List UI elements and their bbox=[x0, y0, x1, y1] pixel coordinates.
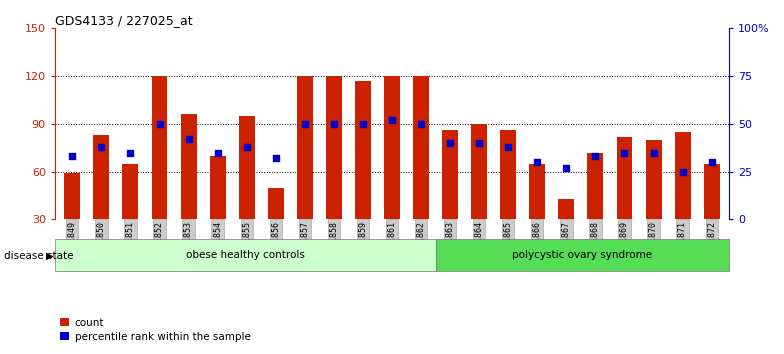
Point bbox=[677, 169, 689, 175]
Bar bbox=[326, 76, 342, 219]
Legend: count, percentile rank within the sample: count, percentile rank within the sample bbox=[60, 318, 251, 342]
Bar bbox=[355, 81, 371, 219]
Point bbox=[619, 150, 631, 155]
Point bbox=[502, 144, 514, 150]
Text: obese healthy controls: obese healthy controls bbox=[186, 250, 305, 260]
Point bbox=[328, 121, 340, 127]
Point bbox=[560, 165, 572, 171]
Bar bbox=[384, 76, 400, 219]
Point bbox=[270, 155, 282, 161]
Bar bbox=[209, 156, 226, 219]
Point bbox=[415, 121, 427, 127]
Bar bbox=[500, 130, 516, 219]
Point bbox=[153, 121, 165, 127]
Point bbox=[648, 150, 660, 155]
Point bbox=[95, 144, 107, 150]
Bar bbox=[238, 116, 255, 219]
Point bbox=[66, 154, 78, 159]
Point bbox=[241, 144, 253, 150]
Point bbox=[386, 117, 398, 123]
Text: ▶: ▶ bbox=[45, 251, 53, 261]
FancyBboxPatch shape bbox=[55, 239, 436, 271]
Bar bbox=[122, 164, 139, 219]
Bar bbox=[674, 132, 691, 219]
Point bbox=[706, 159, 718, 165]
Point bbox=[299, 121, 311, 127]
Bar bbox=[704, 164, 720, 219]
Bar bbox=[616, 137, 633, 219]
Text: disease state: disease state bbox=[4, 251, 74, 261]
Bar bbox=[442, 130, 458, 219]
Point bbox=[212, 150, 224, 155]
FancyBboxPatch shape bbox=[436, 239, 729, 271]
Point bbox=[473, 140, 485, 146]
Bar bbox=[471, 124, 487, 219]
Point bbox=[531, 159, 543, 165]
Bar bbox=[297, 76, 313, 219]
Point bbox=[589, 154, 601, 159]
Point bbox=[444, 140, 456, 146]
Bar bbox=[587, 153, 604, 219]
Bar bbox=[413, 76, 429, 219]
Bar bbox=[529, 164, 546, 219]
Text: GDS4133 / 227025_at: GDS4133 / 227025_at bbox=[55, 14, 193, 27]
Bar bbox=[268, 188, 284, 219]
Point bbox=[183, 136, 195, 142]
Text: polycystic ovary syndrome: polycystic ovary syndrome bbox=[513, 250, 652, 260]
Bar bbox=[180, 114, 197, 219]
Point bbox=[357, 121, 369, 127]
Point bbox=[124, 150, 136, 155]
Bar bbox=[558, 199, 575, 219]
Bar bbox=[151, 76, 168, 219]
Bar bbox=[645, 140, 662, 219]
Bar bbox=[64, 173, 80, 219]
Bar bbox=[93, 135, 110, 219]
